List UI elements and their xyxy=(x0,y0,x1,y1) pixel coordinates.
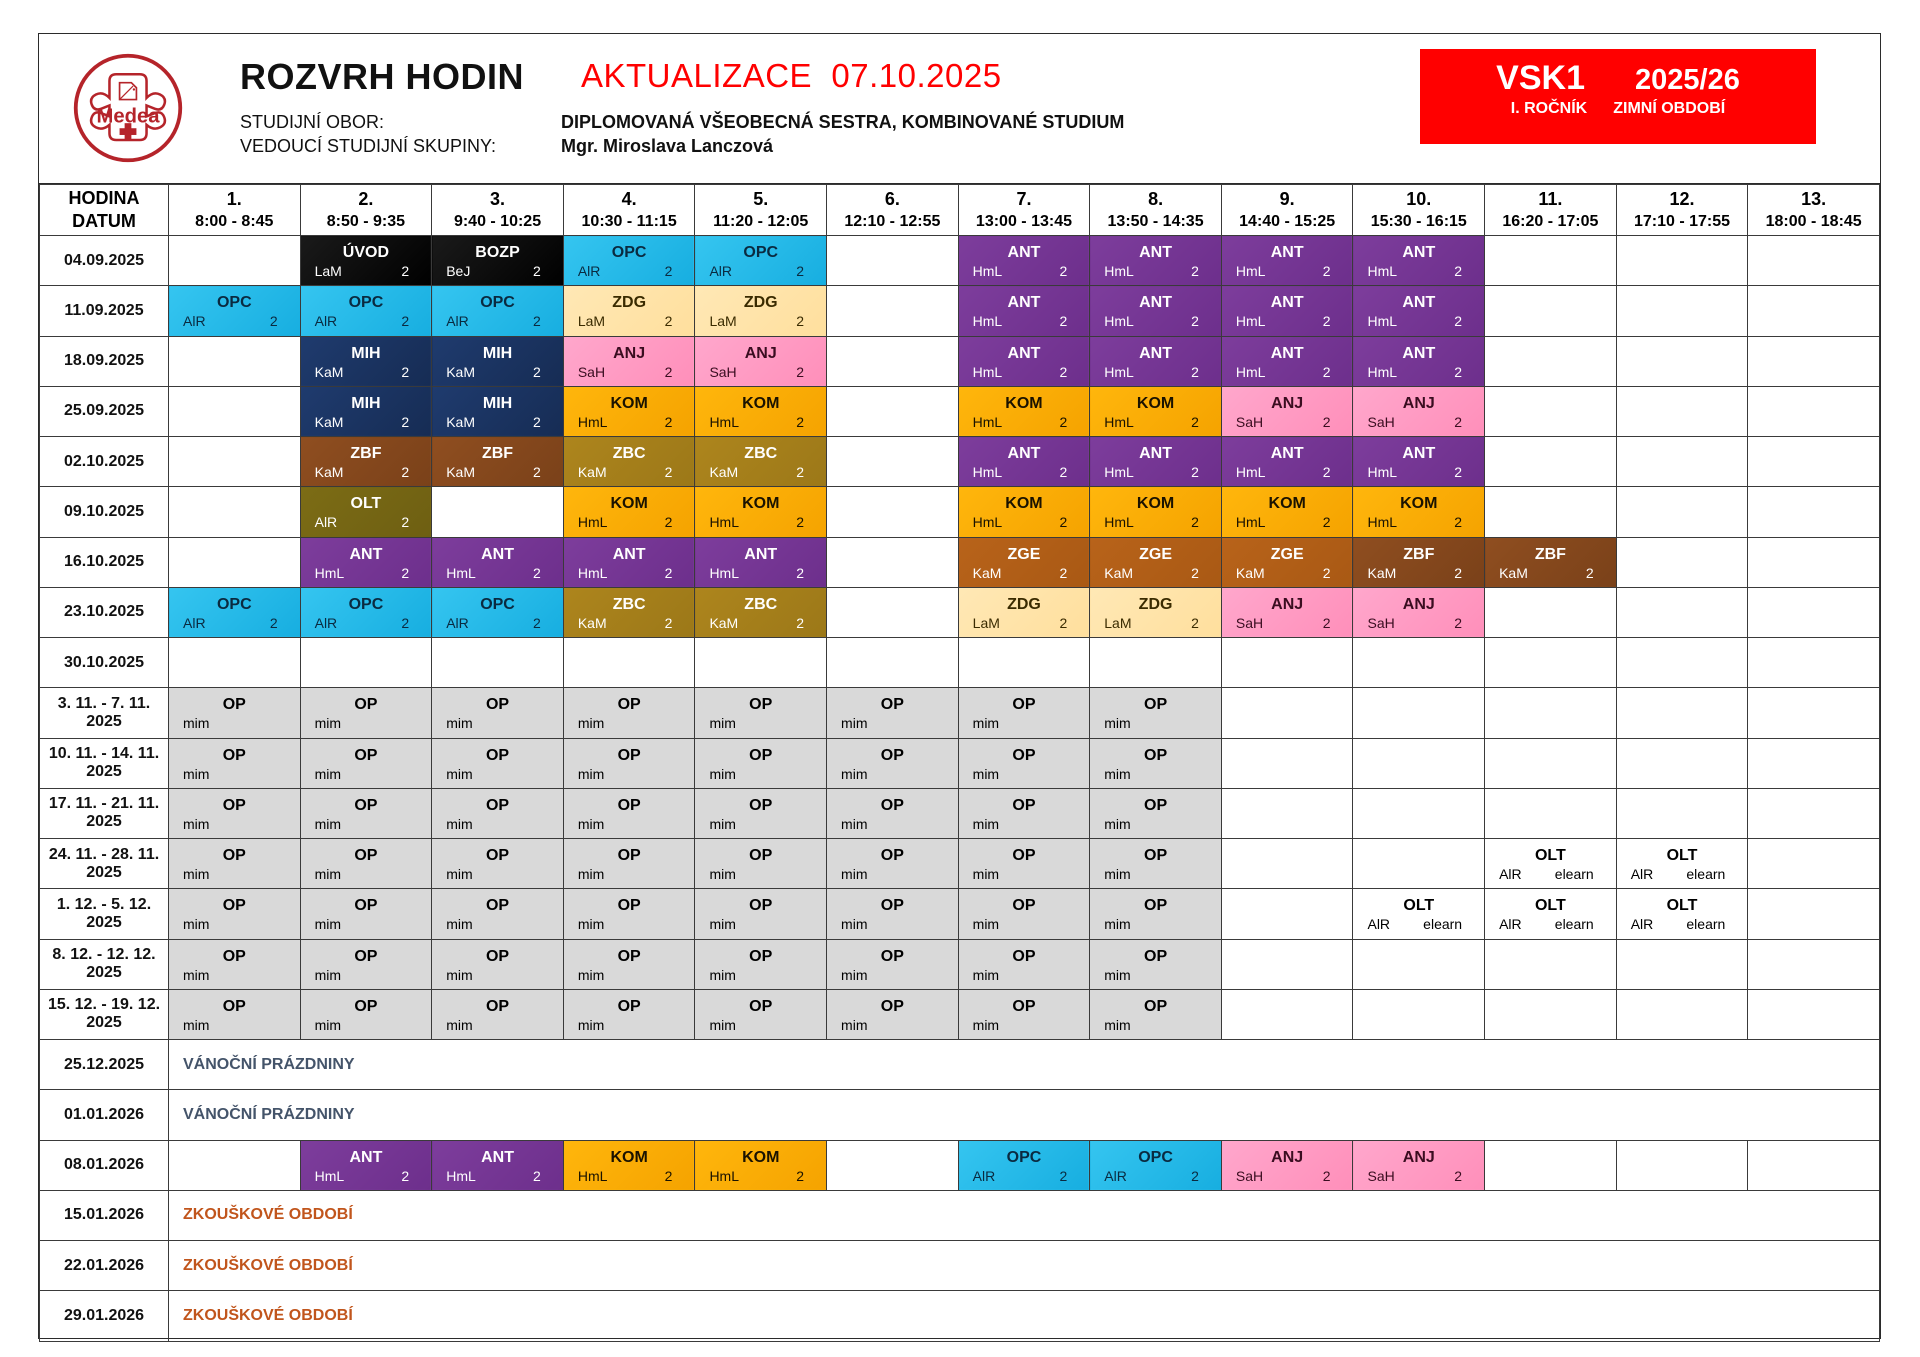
svg-text:Medea: Medea xyxy=(97,105,161,127)
